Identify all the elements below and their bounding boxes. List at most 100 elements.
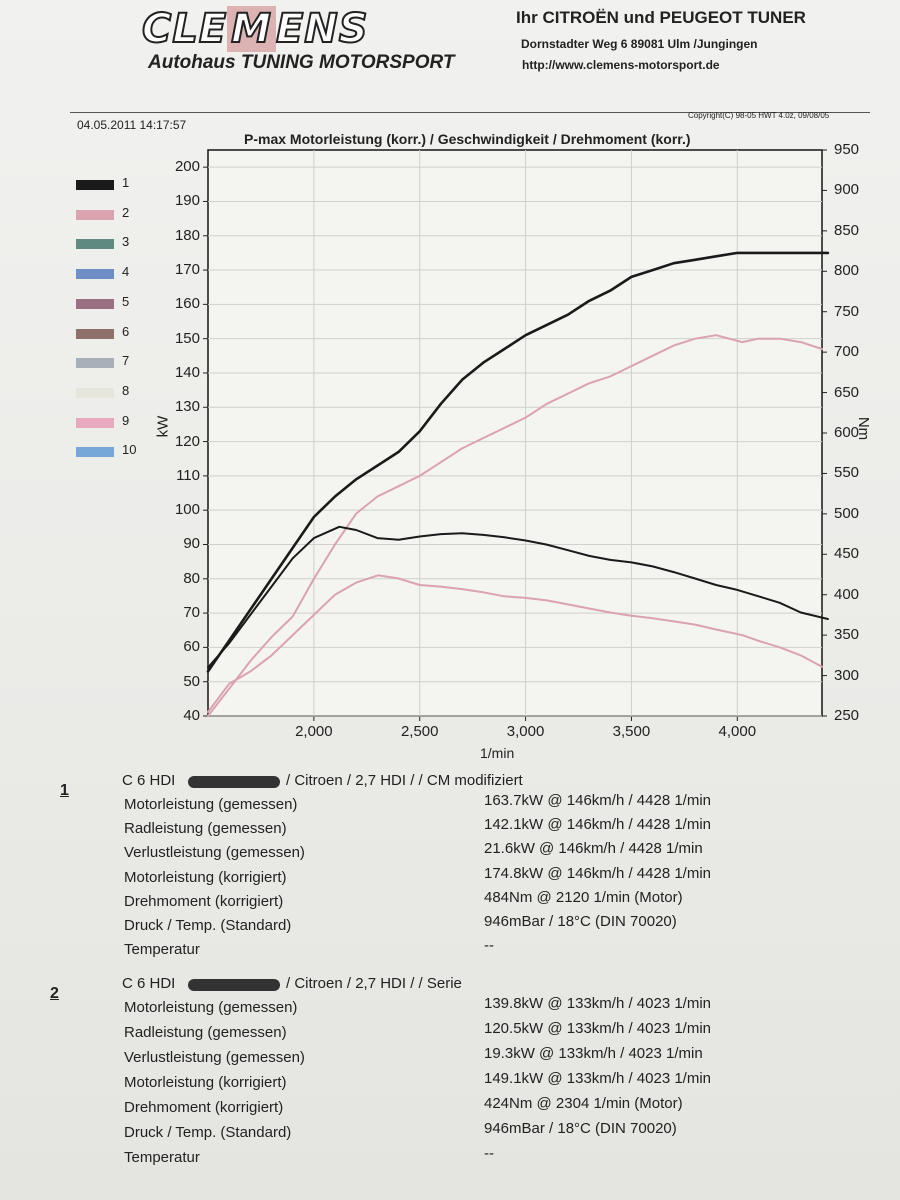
vehicle-prefix: C 6 HDI bbox=[122, 772, 176, 789]
legend-swatch bbox=[76, 269, 114, 280]
redaction-mark bbox=[188, 776, 280, 788]
redaction-mark bbox=[188, 979, 280, 991]
legend-item: 3 bbox=[72, 234, 192, 254]
legend-item: 2 bbox=[72, 205, 192, 225]
right-tick-label: 300 bbox=[834, 666, 860, 684]
legend-swatch bbox=[76, 239, 114, 250]
vehicle-prefix: C 6 HDI bbox=[122, 975, 176, 992]
x-tick-label: 3,500 bbox=[612, 723, 651, 740]
left-axis-label: kW bbox=[154, 415, 172, 438]
left-tick-label: 160 bbox=[174, 295, 200, 313]
legend-swatch bbox=[76, 417, 114, 428]
legend-label: 10 bbox=[122, 442, 137, 458]
legend-item: 5 bbox=[72, 294, 192, 314]
result-value: 484Nm @ 2120 1/min (Motor) bbox=[484, 888, 683, 906]
legend-item: 4 bbox=[72, 264, 192, 284]
result-index: 2 bbox=[50, 985, 59, 1002]
company-address: Dornstadter Weg 6 89081 Ulm /Jungingen bbox=[521, 37, 758, 51]
result-index: 1 bbox=[60, 782, 69, 799]
result-label: Temperatur bbox=[124, 1149, 200, 1166]
right-tick-label: 950 bbox=[834, 141, 860, 158]
result-label: Druck / Temp. (Standard) bbox=[124, 917, 292, 934]
legend-label: 5 bbox=[122, 293, 130, 309]
result-value: 139.8kW @ 133km/h / 4023 1/min bbox=[484, 995, 712, 1012]
series-2-power-line bbox=[207, 334, 823, 717]
result-value: 120.5kW @ 133km/h / 4023 1/min bbox=[484, 1020, 712, 1037]
legend-swatch bbox=[76, 358, 114, 369]
legend-swatch bbox=[76, 298, 114, 309]
right-tick-label: 700 bbox=[834, 343, 860, 361]
vehicle-description: / Citroen / 2,7 HDI / / CM modifiziert bbox=[286, 772, 523, 789]
left-tick-label: 200 bbox=[174, 158, 200, 176]
legend-item: 7 bbox=[72, 353, 192, 373]
legend-item: 6 bbox=[72, 324, 192, 344]
result-label: Temperatur bbox=[124, 941, 200, 959]
legend-item: 1 bbox=[72, 175, 192, 195]
legend-label: 4 bbox=[122, 264, 130, 280]
left-tick-label: 40 bbox=[183, 707, 200, 724]
x-tick-label: 2,500 bbox=[400, 723, 439, 740]
result-label: Drehmoment (korrigiert) bbox=[124, 892, 284, 910]
result-label: Motorleistung (korrigiert) bbox=[124, 1074, 287, 1091]
x-tick-label: 2,000 bbox=[295, 723, 333, 740]
result-value: 946mBar / 18°C (DIN 70020) bbox=[484, 1120, 677, 1137]
legend-label: 7 bbox=[122, 353, 130, 369]
right-tick-label: 350 bbox=[834, 626, 860, 644]
legend-item: 10 bbox=[72, 442, 192, 462]
result-value: 19.3kW @ 133km/h / 4023 1/min bbox=[484, 1045, 703, 1062]
left-tick-label: 100 bbox=[174, 501, 200, 519]
copyright-note: Copyright(C) 98-05 HWT 4.0z, 09/08/05 bbox=[688, 111, 830, 120]
right-tick-label: 900 bbox=[834, 181, 860, 199]
legend-item: 8 bbox=[72, 383, 192, 403]
result-value: 163.7kW @ 146km/h / 4428 1/min bbox=[484, 792, 712, 809]
plot-area bbox=[207, 149, 823, 717]
series-2-torque-line bbox=[207, 574, 823, 713]
legend-swatch bbox=[76, 328, 114, 339]
right-tick-label: 650 bbox=[834, 383, 860, 401]
right-tick-label: 800 bbox=[834, 262, 860, 280]
legend-item: 9 bbox=[72, 413, 192, 433]
left-tick-label: 80 bbox=[183, 569, 200, 587]
result-label: Verlustleistung (gemessen) bbox=[124, 844, 305, 862]
result-value: -- bbox=[484, 937, 494, 955]
result-label: Motorleistung (korrigiert) bbox=[124, 868, 287, 886]
result-value: 946mBar / 18°C (DIN 70020) bbox=[484, 913, 677, 930]
header-divider bbox=[70, 112, 870, 113]
legend-label: 3 bbox=[122, 234, 130, 250]
report-date: 04.05.2011 14:17:57 bbox=[77, 118, 187, 132]
chart-title: P-max Motorleistung (korr.) / Geschwindi… bbox=[244, 131, 691, 147]
series-1-torque-line bbox=[207, 525, 829, 669]
result-label: Drehmoment (korrigiert) bbox=[124, 1099, 284, 1116]
legend-swatch bbox=[76, 180, 114, 190]
right-tick-label: 750 bbox=[834, 302, 860, 320]
result-label: Radleistung (gemessen) bbox=[124, 1024, 287, 1041]
legend-label: 8 bbox=[122, 382, 130, 398]
result-value: 424Nm @ 2304 1/min (Motor) bbox=[484, 1095, 683, 1112]
clemens-logo: CLE M ENS bbox=[141, 5, 369, 53]
legend-swatch bbox=[76, 387, 114, 398]
right-tick-label: 250 bbox=[834, 707, 860, 724]
left-tick-label: 120 bbox=[174, 432, 200, 450]
result-value: 149.1kW @ 133km/h / 4023 1/min bbox=[484, 1070, 712, 1087]
x-axis-label: 1/min bbox=[480, 745, 515, 761]
legend-label: 1 bbox=[122, 175, 130, 190]
result-label: Radleistung (gemessen) bbox=[124, 820, 287, 838]
left-tick-label: 130 bbox=[174, 398, 200, 416]
legend-swatch bbox=[76, 209, 114, 220]
x-tick-label: 4,000 bbox=[718, 723, 757, 740]
series-1-power-line bbox=[206, 251, 830, 673]
vehicle-description: / Citroen / 2,7 HDI / / Serie bbox=[286, 975, 462, 992]
legend-label: 6 bbox=[122, 323, 130, 339]
company-url: http://www.clemens-motorsport.de bbox=[522, 58, 720, 72]
left-tick-label: 60 bbox=[183, 638, 200, 656]
tuner-heading: Ihr CITROËN und PEUGEOT TUNER bbox=[516, 8, 806, 27]
right-tick-label: 850 bbox=[834, 221, 860, 239]
left-tick-label: 150 bbox=[174, 329, 200, 347]
result-label: Motorleistung (gemessen) bbox=[124, 796, 298, 813]
x-tick-label: 3,000 bbox=[506, 723, 545, 740]
result-label: Verlustleistung (gemessen) bbox=[124, 1049, 305, 1066]
right-tick-label: 400 bbox=[834, 585, 860, 603]
result-value: 142.1kW @ 146km/h / 4428 1/min bbox=[484, 816, 712, 834]
result-value: -- bbox=[484, 1145, 494, 1162]
left-tick-label: 180 bbox=[174, 226, 200, 244]
